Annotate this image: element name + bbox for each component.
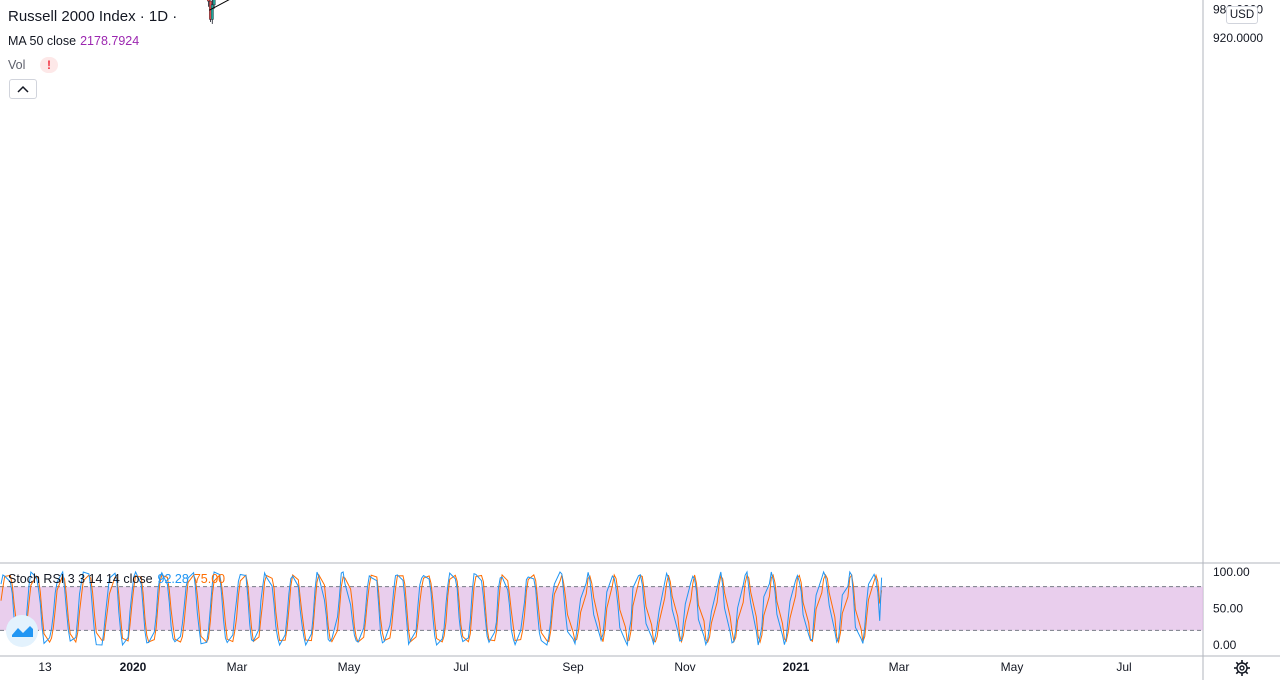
currency-badge[interactable]: USD <box>1226 6 1258 24</box>
ma-legend[interactable]: MA 50 close 2178.7924 <box>8 34 139 48</box>
support-trendline <box>209 0 230 11</box>
tradingview-logo-icon[interactable] <box>6 615 38 647</box>
time-tick-label: Sep <box>562 660 584 674</box>
stoch-tick-label: 0.00 <box>1213 638 1237 652</box>
ma-label: MA 50 close <box>8 34 77 48</box>
candle-body <box>207 0 210 2</box>
time-tick-label: 13 <box>38 660 52 674</box>
time-tick-label: Nov <box>674 660 695 674</box>
stoch-legend[interactable]: Stoch RSI 3 3 14 14 close 92.28 75.00 <box>8 572 225 586</box>
time-tick-label: 2020 <box>120 660 147 674</box>
time-tick-label: Jul <box>1116 660 1131 674</box>
time-tick-label: Mar <box>889 660 910 674</box>
stoch-axis: 100.00 50.00 0.00 <box>1213 565 1250 652</box>
warning-icon[interactable]: ! <box>40 57 58 73</box>
time-tick-label: Mar <box>227 660 248 674</box>
time-tick-label: May <box>1001 660 1024 674</box>
chevron-up-icon[interactable] <box>9 79 37 99</box>
time-tick-label: May <box>338 660 361 674</box>
price-tick-label: 920.0000 <box>1213 31 1263 45</box>
time-tick-label: 2021 <box>783 660 810 674</box>
stoch-band-fill <box>0 586 1203 631</box>
stoch-d-value: 75.00 <box>193 572 226 586</box>
stoch-tick-label: 50.00 <box>1213 602 1243 616</box>
candle-body <box>210 4 214 20</box>
stoch-label: Stoch RSI 3 3 14 14 close <box>8 572 153 586</box>
time-axis[interactable]: 13 2020 Mar May Jul Sep Nov 2021 Mar May Jul <box>38 660 1131 674</box>
ma-value: 2178.7924 <box>80 34 140 48</box>
trendline-layer[interactable] <box>209 0 918 11</box>
chart-title[interactable]: Russell 2000 Index · 1D · <box>8 8 178 25</box>
candles <box>207 0 216 24</box>
vol-legend[interactable]: Vol <box>8 58 26 72</box>
stoch-lines <box>0 570 883 647</box>
gear-icon[interactable] <box>1233 659 1251 677</box>
stoch-band <box>0 586 1203 631</box>
stoch-k-line <box>0 570 883 647</box>
stoch-d-line <box>0 573 883 644</box>
stoch-tick-label: 100.00 <box>1213 565 1250 579</box>
candle-body <box>212 0 216 6</box>
stoch-k-value: 92.28 <box>157 572 189 586</box>
time-tick-label: Jul <box>453 660 468 674</box>
